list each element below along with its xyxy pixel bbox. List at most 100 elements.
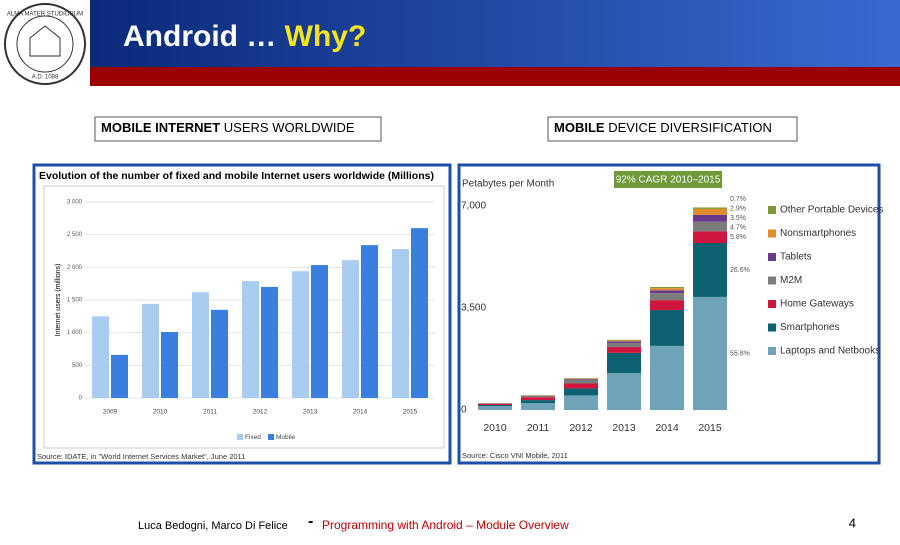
y-axis-label: Internet users (millions)	[55, 264, 62, 337]
title-highlight: Why?	[285, 20, 367, 53]
x-tick-label: 2011	[527, 422, 550, 434]
bar-segment	[564, 388, 598, 395]
share-label: 4.7%	[730, 224, 746, 231]
footer-authors: Luca Bedogni, Marco Di Felice	[138, 520, 288, 532]
legend-swatch	[768, 253, 776, 261]
y-tick-label: 2 500	[67, 232, 83, 238]
legend-label: Fixed	[245, 434, 261, 441]
caption: MOBILE INTERNET USERS WORLDWIDE	[101, 120, 355, 135]
x-tick-label: 2012	[569, 422, 593, 434]
bar-segment	[650, 310, 684, 346]
bar	[92, 316, 109, 398]
caption-rest: DEVICE DIVERSIFICATION	[608, 120, 772, 135]
bar-segment	[478, 405, 512, 406]
share-label: 0.7%	[730, 196, 746, 203]
legend-label: Smartphones	[780, 322, 839, 333]
x-tick-label: 2015	[698, 422, 722, 434]
x-tick-label: 2010	[153, 409, 168, 416]
caption-rest: USERS WORLDWIDE	[224, 120, 355, 135]
legend-swatch	[237, 434, 243, 440]
logo: ALMA MATER STUDIORUM A.D. 1088	[5, 4, 85, 84]
bar-segment	[521, 400, 555, 403]
y-axis-label: Petabytes per Month	[462, 179, 554, 190]
logo-text: A.D. 1088	[32, 75, 59, 81]
bar-segment	[693, 222, 727, 232]
bar	[192, 292, 209, 398]
bar-segment	[478, 403, 512, 404]
bar-segment	[693, 209, 727, 215]
y-tick-label: 2 000	[67, 265, 83, 271]
caption-bold: MOBILE	[554, 120, 605, 135]
bar-segment	[564, 378, 598, 379]
x-tick-label: 2013	[612, 422, 636, 434]
legend-label: Other Portable Devices	[780, 205, 883, 216]
legend-label: Laptops and Netbooks	[780, 346, 880, 357]
legend-label: Home Gateways	[780, 299, 854, 310]
y-tick-label: 1 500	[67, 298, 83, 304]
page-number: 4	[849, 515, 856, 530]
chart-source: Source: Cisco VNI Mobile, 2011	[462, 451, 568, 460]
bar-segment	[607, 353, 641, 373]
bar-segment	[607, 340, 641, 341]
x-tick-label: 2010	[483, 422, 507, 434]
bar-segment	[650, 300, 684, 310]
legend-label: Tablets	[780, 252, 812, 263]
bar-segment	[693, 297, 727, 410]
legend-swatch	[768, 347, 776, 355]
x-tick-label: 2011	[203, 409, 217, 416]
bar	[111, 355, 128, 398]
share-label: 26.6%	[730, 267, 750, 274]
caption: MOBILE DEVICE DIVERSIFICATION	[554, 120, 772, 135]
bar-segment	[564, 383, 598, 388]
legend-label: Nonsmartphones	[780, 228, 856, 239]
bar-segment	[650, 346, 684, 410]
y-tick-label: 3 000	[67, 200, 83, 206]
bar-segment	[650, 290, 684, 293]
x-tick-label: 2015	[403, 409, 418, 416]
x-tick-label: 2013	[303, 409, 318, 416]
legend-swatch	[768, 277, 776, 285]
header-stripe	[90, 67, 900, 86]
legend-swatch	[768, 300, 776, 308]
title-text: Android …	[123, 20, 276, 53]
bar-segment	[607, 340, 641, 341]
legend-swatch	[768, 206, 776, 214]
bar	[261, 287, 278, 398]
bar	[361, 245, 378, 398]
bar-segment	[521, 403, 555, 410]
x-tick-label: 2012	[253, 409, 268, 416]
legend-label: Mobile	[276, 434, 296, 441]
bar-segment	[607, 343, 641, 347]
chart-source: Source: IDATE, in "World Internet Servic…	[37, 452, 245, 461]
x-tick-label: 2014	[655, 422, 679, 434]
y-tick-label: 7,000	[461, 201, 486, 212]
bar-segment	[607, 341, 641, 343]
bar-segment	[650, 288, 684, 290]
bar	[211, 310, 228, 398]
share-label: 3.5%	[730, 215, 746, 222]
bar-segment	[564, 395, 598, 410]
chart-title: Evolution of the number of fixed and mob…	[39, 170, 434, 182]
bar-segment	[521, 397, 555, 400]
bar	[392, 249, 409, 398]
bar-segment	[478, 404, 512, 405]
caption-bold: MOBILE INTERNET	[101, 120, 220, 135]
bar	[142, 304, 159, 398]
bar	[242, 281, 259, 398]
x-tick-label: 2014	[353, 409, 368, 416]
legend-swatch	[268, 434, 274, 440]
bar-segment	[607, 347, 641, 353]
bar-segment	[693, 207, 727, 208]
slide-title: Android … Why?	[123, 20, 366, 53]
bar	[342, 260, 359, 398]
share-label: 55.8%	[730, 350, 750, 357]
annotation: 92% CAGR 2010–2015	[616, 175, 721, 186]
bar-segment	[521, 396, 555, 397]
y-tick-label: 1 000	[67, 330, 83, 336]
y-tick-label: 500	[72, 363, 83, 369]
bar	[161, 332, 178, 398]
legend-label: M2M	[780, 275, 802, 286]
bar-segment	[564, 379, 598, 380]
bar-segment	[564, 379, 598, 383]
